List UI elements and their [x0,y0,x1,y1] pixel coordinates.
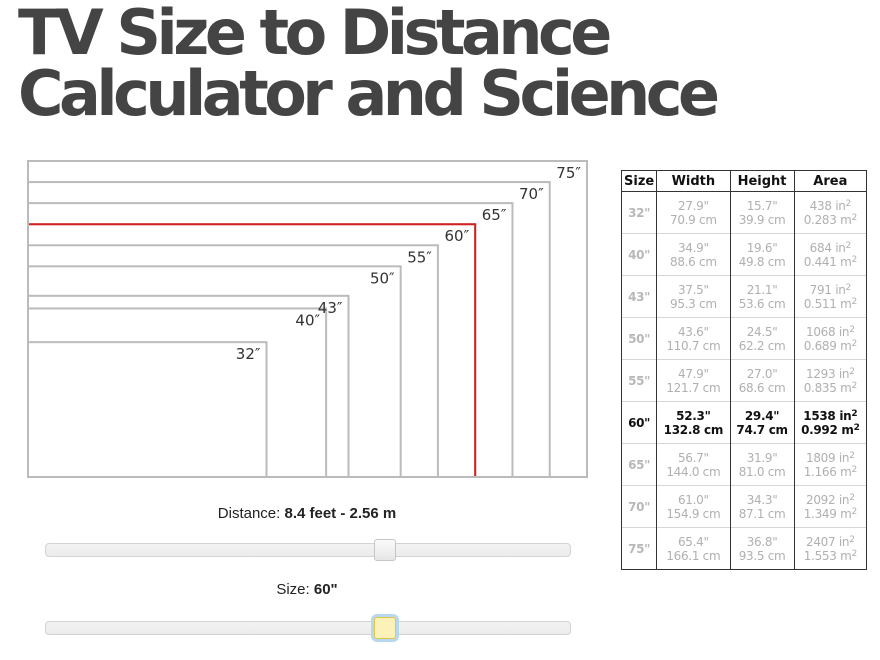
table-header-row: Size Width Height Area [620,170,868,192]
tv-outline [27,181,551,478]
cell-area: 2407 in2 1.553 m2 [793,527,868,570]
table-row: 60" 52.3" 132.8 cm 29.4" 74.7 cm 1538 in2 0.99… [620,401,868,444]
distance-readout: Distance: 8.4 feet - 2.56 m [0,505,614,522]
cell-width: 52.3" 132.8 cm [656,401,731,444]
size-label: Size: [276,581,310,598]
cell-width: 47.9" 121.7 cm [656,359,731,402]
cell-width: 27.9" 70.9 cm [656,191,731,234]
tv-outlines: 32″ 40″43″ 50″ 55″ 60″ 65″ 70″ 75″ [27,160,588,479]
tv-outline [27,202,514,479]
header-height: Height [729,170,795,192]
size-readout: Size: 60" [0,581,614,598]
cell-height: 29.4" 74.7 cm [729,401,795,444]
cell-area: 438 in2 0.283 m2 [793,191,868,234]
tv-size-label: 40″ [295,311,320,329]
header-area: Area [793,170,868,192]
cell-height: 19.6" 49.8 cm [729,233,795,276]
tv-outline [27,307,328,478]
size-table: Size Width Height Area 32" 27.9" 70.9 cm 15… [620,170,868,570]
title-line-1: TV Size to Distance [18,0,612,69]
size-value: 60" [313,581,338,598]
distance-label: Distance: [217,505,281,522]
header-width: Width [656,170,731,192]
cell-size: 32" [620,191,658,234]
cell-size: 65" [620,443,658,486]
table-row: 40" 34.9" 88.6 cm 19.6" 49.8 cm 684 in2 0.441 … [620,233,868,276]
tv-size-label: 50″ [370,269,395,287]
tv-size-label: 70″ [519,185,544,203]
table-row: 75" 65.4" 166.1 cm 36.8" 93.5 cm 2407 in2 1.55… [620,527,868,570]
cell-size: 75" [620,527,658,570]
tv-size-label: 60″ [444,227,469,245]
distance-value: 8.4 feet - 2.56 m [284,505,397,522]
tv-outline [27,265,402,479]
table-row: 55" 47.9" 121.7 cm 27.0" 68.6 cm 1293 in2 0.83… [620,359,868,402]
tv-size-label: 65″ [482,206,507,224]
table-row: 65" 56.7" 144.0 cm 31.9" 81.0 cm 1809 in2 1.16… [620,443,868,486]
size-slider[interactable] [45,617,571,639]
cell-size: 60" [620,401,658,444]
distance-slider-handle[interactable] [373,539,396,561]
cell-height: 21.1" 53.6 cm [729,275,795,318]
selected-tv-outline [28,223,477,477]
cell-size: 50" [620,317,658,360]
tv-size-diagram: 32″ 40″ 43″ 50″ 55″ 60″ 65″ 70″ 75″ [27,160,588,479]
cell-width: 61.0" 154.9 cm [656,485,731,528]
tv-size-label: 75″ [556,164,581,182]
table-row: 70" 61.0" 154.9 cm 34.3" 87.1 cm 2092 in2 1.34… [620,485,868,528]
table-row: 43" 37.5" 95.3 cm 21.1" 53.6 cm 791 in2 0.511 … [620,275,868,318]
size-slider-handle[interactable] [373,617,396,639]
table-row: 32" 27.9" 70.9 cm 15.7" 39.9 cm 438 in2 0.283 … [620,191,868,234]
cell-width: 56.7" 144.0 cm [656,443,731,486]
cell-height: 36.8" 93.5 cm [729,527,795,570]
header-size: Size [620,170,658,192]
cell-area: 2092 in2 1.349 m2 [793,485,868,528]
cell-width: 43.6" 110.7 cm [656,317,731,360]
cell-height: 15.7" 39.9 cm [729,191,795,234]
cell-size: 43" [620,275,658,318]
cell-height: 31.9" 81.0 cm [729,443,795,486]
tv-size-label: 43″ [318,299,343,317]
tv-outline [27,341,268,478]
cell-size: 55" [620,359,658,402]
cell-area: 1538 in2 0.992 m2 [793,401,868,444]
cell-area: 1293 in2 0.835 m2 [793,359,868,402]
title-line-2: Calculator and Science [18,57,720,130]
cell-area: 1809 in2 1.166 m2 [793,443,868,486]
cell-height: 34.3" 87.1 cm [729,485,795,528]
cell-area: 1068 in2 0.689 m2 [793,317,868,360]
cell-width: 65.4" 166.1 cm [656,527,731,570]
cell-width: 37.5" 95.3 cm [656,275,731,318]
cell-height: 27.0" 68.6 cm [729,359,795,402]
cell-area: 791 in2 0.511 m2 [793,275,868,318]
page-title: TV Size to Distance Calculator and Scien… [18,0,720,130]
cell-height: 24.5" 62.2 cm [729,317,795,360]
distance-slider[interactable] [45,539,571,561]
diagram-frame [27,160,588,478]
cell-size: 40" [620,233,658,276]
tv-size-label: 32″ [236,345,261,363]
cell-width: 34.9" 88.6 cm [656,233,731,276]
cell-size: 70" [620,485,658,528]
tv-size-label: 55″ [407,248,432,266]
cell-area: 684 in2 0.441 m2 [793,233,868,276]
table-row: 50" 43.6" 110.7 cm 24.5" 62.2 cm 1068 in2 0.68… [620,317,868,360]
